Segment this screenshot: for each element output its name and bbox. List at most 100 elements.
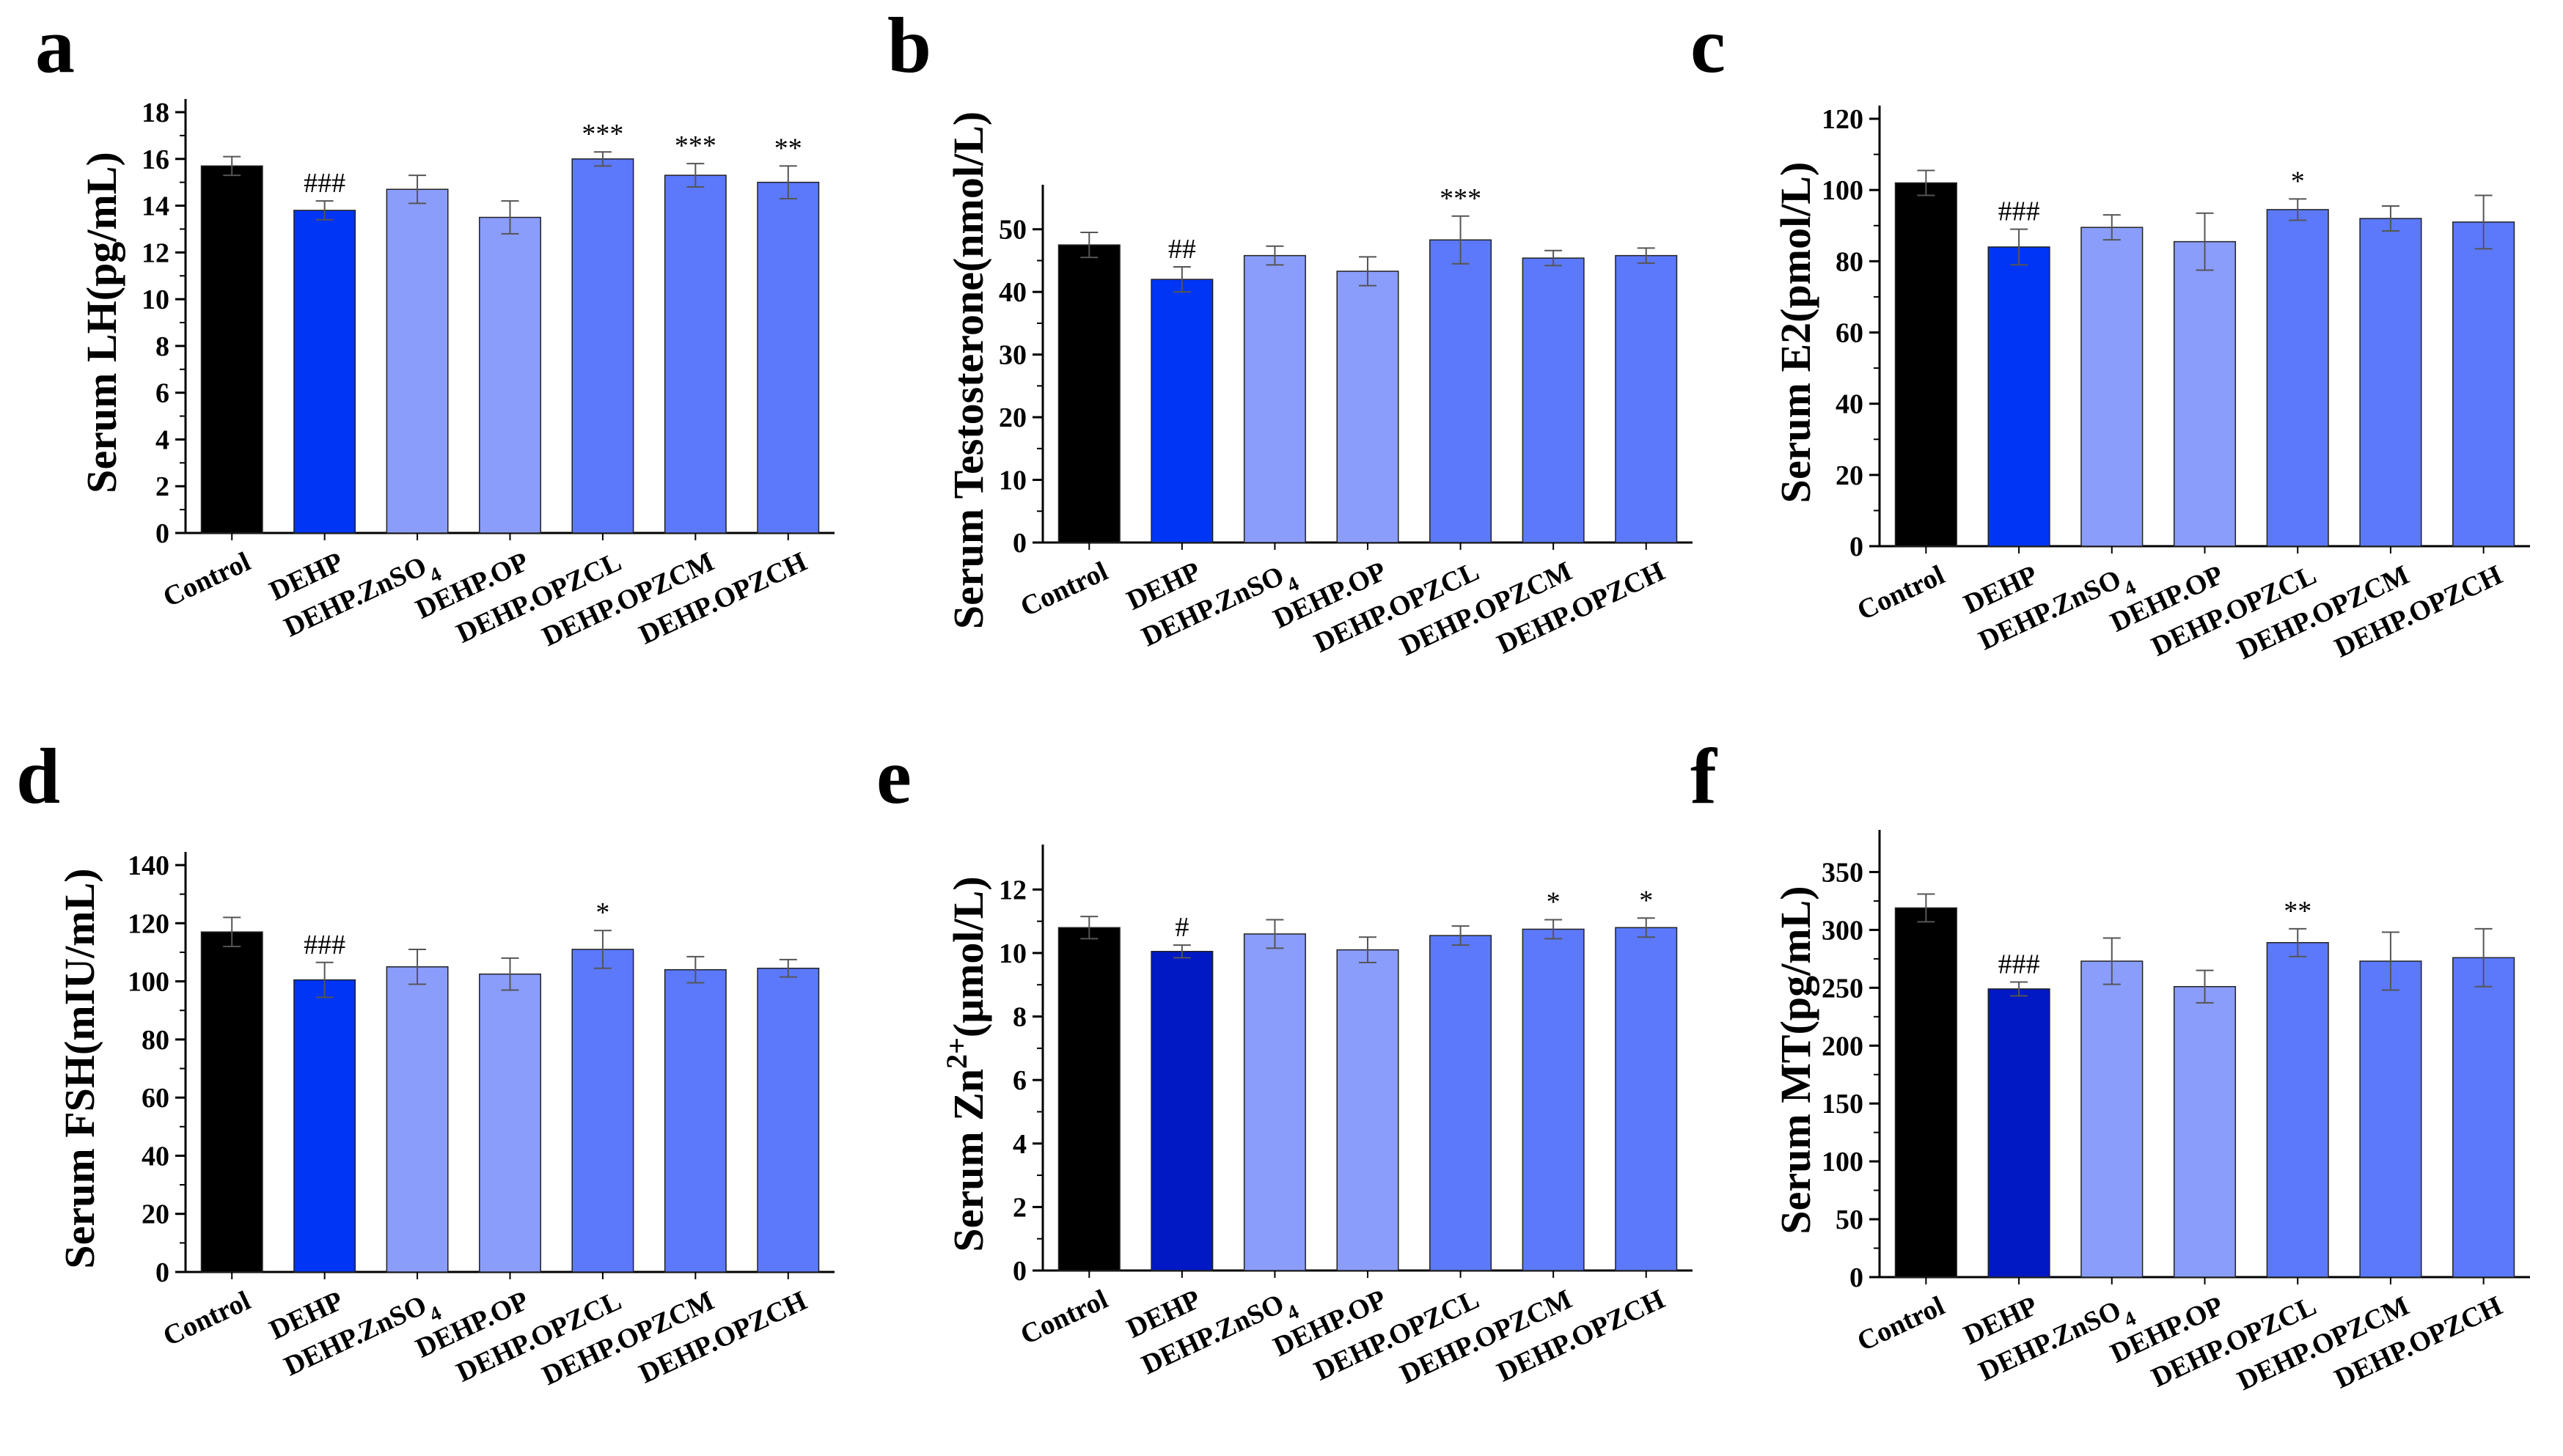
panel-label-c: c [1690,2,1726,89]
y-tick-label-a: 4 [155,424,169,455]
bar-f-6 [2452,957,2515,1278]
significance-label-c-4: * [2291,166,2305,196]
y-tick-label-f: 50 [1836,1205,1863,1235]
y-tick-label-d: 100 [128,967,169,998]
bar-b-2 [1243,254,1306,543]
y-axis-title-e: Serum Zn2+(μmol/L) [940,876,993,1251]
y-tick-label-a: 2 [155,471,169,502]
significance-label-a-4: *** [582,119,623,150]
bar-f-3 [2173,986,2237,1278]
y-axis-title-c: Serum E2(pmol/L) [1772,162,1819,504]
bar-c-3 [2173,240,2237,547]
y-tick-label-f: 250 [1822,973,1863,1004]
bar-e-2 [1243,933,1306,1271]
y-tick-label-c: 100 [1822,175,1863,206]
y-tick-label-e: 8 [1013,1002,1027,1033]
chart-panel-c: c Serum E2(pmol/L) 0 20 40 60 80 100 120 Control #… [1690,2,2530,666]
bar-b-6 [1615,254,1678,543]
bar-e-6 [1615,927,1678,1271]
y-tick-label-b: 50 [999,215,1027,246]
y-tick-label-a: 10 [142,284,169,315]
bar-c-0 [1894,182,1957,547]
panel-label-f: f [1690,733,1718,820]
category-label-f-0: Control [1852,1290,1949,1357]
y-tick-label-c: 0 [1849,532,1863,562]
bar-b-3 [1336,271,1399,543]
category-label-e-0: Control [1016,1284,1112,1350]
y-tick-label-f: 300 [1822,915,1863,946]
bar-d-0 [200,931,263,1273]
significance-label-b-1: ## [1168,234,1196,265]
significance-label-e-6: * [1639,885,1653,916]
panel-label-e: e [876,733,912,820]
bar-e-0 [1057,927,1121,1271]
bar-a-2 [386,188,449,534]
significance-label-f-4: ** [2284,896,2311,927]
y-tick-label-d: 60 [142,1083,169,1114]
y-tick-label-b: 20 [999,402,1027,433]
significance-label-d-4: * [595,897,609,928]
y-tick-label-e: 2 [1013,1192,1027,1223]
y-tick-label-f: 350 [1822,857,1863,888]
bar-c-6 [2452,221,2515,547]
bar-f-0 [1894,907,1957,1278]
bar-c-4 [2266,209,2329,547]
bar-c-5 [2359,218,2422,547]
y-tick-label-b: 30 [999,340,1027,371]
bar-b-0 [1057,244,1121,543]
y-tick-label-e: 0 [1013,1256,1027,1287]
bar-d-2 [386,966,449,1273]
bar-b-5 [1522,257,1585,543]
y-tick-label-a: 12 [142,238,169,268]
bar-b-1 [1151,279,1214,543]
bar-d-5 [664,968,727,1273]
bar-d-4 [571,949,634,1273]
bar-e-5 [1522,928,1585,1271]
bar-d-3 [479,973,541,1273]
y-tick-label-f: 100 [1822,1147,1863,1177]
y-tick-label-e: 4 [1013,1129,1027,1160]
y-tick-label-d: 120 [128,908,169,939]
y-tick-label-c: 60 [1836,318,1863,349]
panel-label-a: a [35,2,75,89]
bar-a-0 [200,165,263,534]
y-tick-label-e: 10 [999,938,1027,969]
y-tick-label-a: 8 [155,331,169,362]
chart-panel-d: d Serum FSH(mIU/mL) 0 20 40 60 80 100 120 140 Cont… [16,733,835,1391]
y-tick-label-e: 6 [1013,1065,1027,1096]
bar-e-1 [1151,951,1214,1271]
bar-b-4 [1429,239,1492,543]
chart-panel-b: b Serum Testosterone(nmol/L) 0 10 20 30 40 50 Co… [887,2,1693,662]
y-tick-label-a: 16 [142,144,169,175]
category-label-b-0: Control [1016,556,1112,622]
bar-a-6 [757,181,820,534]
significance-label-c-1: ### [1998,196,2040,227]
y-tick-label-a: 18 [142,98,169,128]
y-tick-label-c: 120 [1822,104,1863,135]
y-tick-label-a: 14 [142,191,169,222]
significance-label-e-5: * [1547,886,1561,917]
bar-a-3 [479,216,541,534]
y-tick-label-b: 0 [1013,528,1027,559]
y-axis-title-b: Serum Testosterone(nmol/L) [945,111,992,629]
significance-label-a-5: *** [675,130,716,161]
y-axis-title-f: Serum MT(pg/mL) [1772,886,1819,1234]
y-tick-label-a: 6 [155,378,169,409]
y-tick-label-d: 80 [142,1025,169,1056]
significance-label-d-1: ### [304,930,345,960]
significance-label-a-1: ### [304,168,345,199]
y-tick-label-b: 40 [999,277,1027,308]
bar-e-3 [1336,949,1399,1271]
bar-c-1 [1987,246,2050,547]
bar-f-5 [2359,960,2422,1278]
y-tick-label-d: 140 [128,850,169,881]
y-axis-title-d: Serum FSH(mIU/mL) [56,868,103,1268]
y-tick-label-c: 20 [1836,460,1863,491]
bar-e-4 [1429,935,1492,1271]
bar-d-6 [757,967,820,1273]
chart-panel-a: a Serum LH(pg/mL) 0 2 4 6 8 10 12 14 16 18 Control ##… [35,2,835,652]
bar-f-1 [1987,988,2050,1278]
y-tick-label-c: 80 [1836,246,1863,277]
